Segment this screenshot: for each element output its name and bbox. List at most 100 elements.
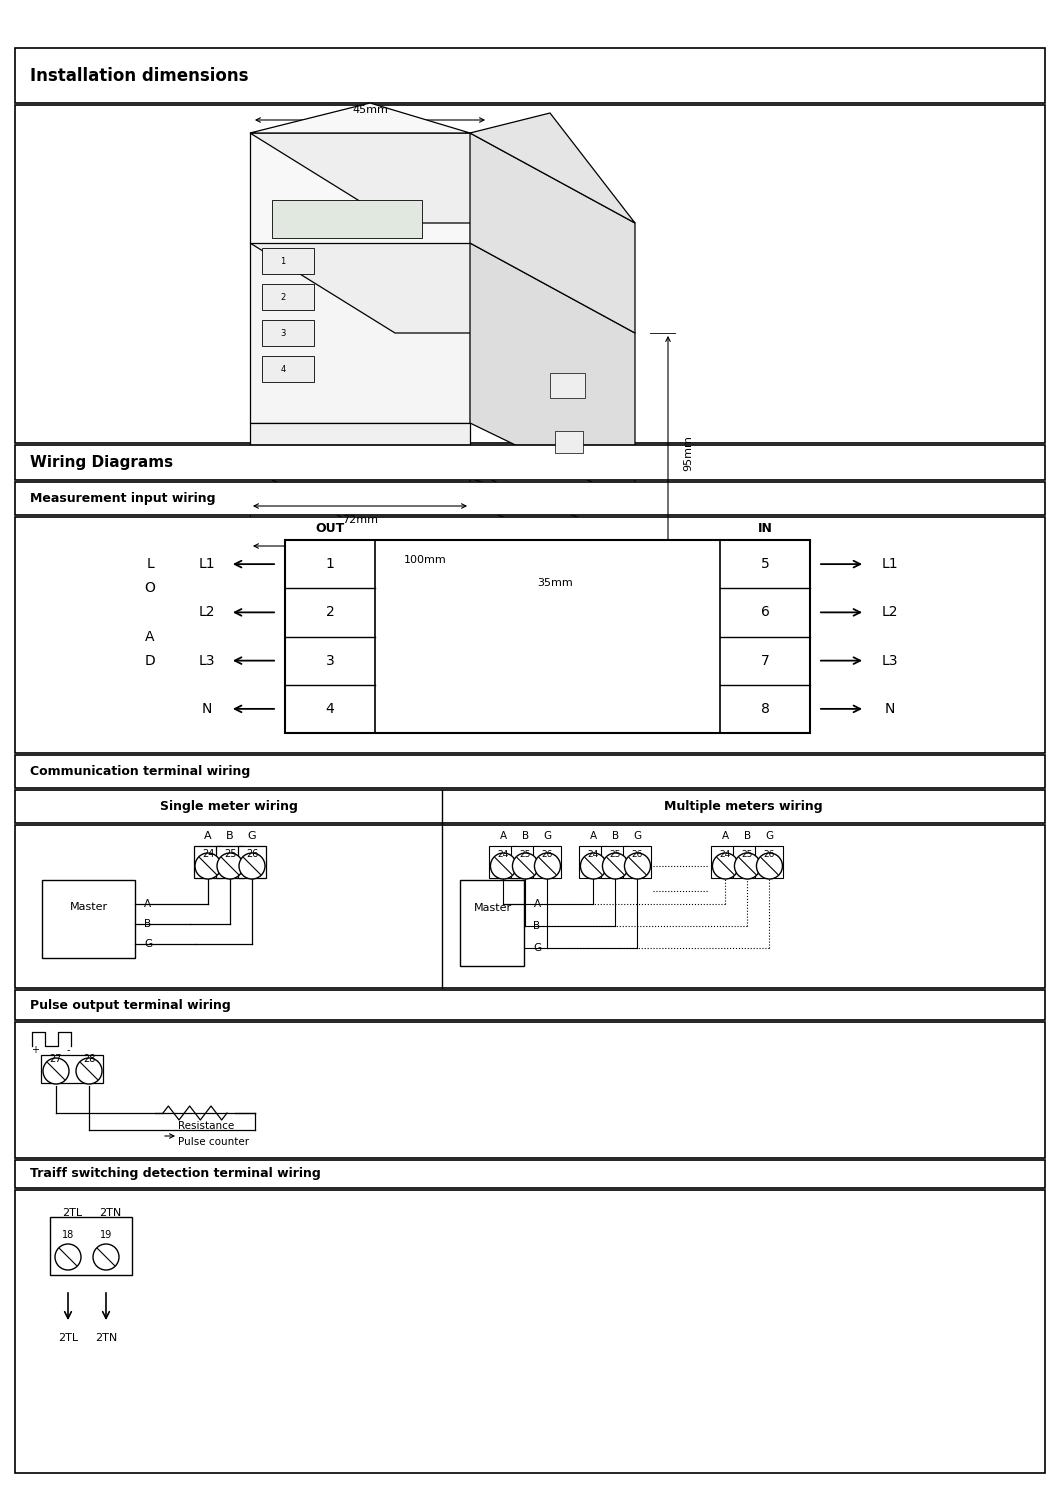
Text: 19: 19 [100, 1231, 112, 1240]
Bar [15, 445, 1045, 481]
Text: 24: 24 [498, 850, 509, 859]
Bar [734, 847, 761, 878]
Text: O: O [144, 582, 156, 595]
Text: 2: 2 [325, 606, 334, 619]
Polygon shape [250, 132, 635, 223]
Text: L3: L3 [199, 653, 215, 668]
Bar [15, 754, 1045, 789]
Text: A: A [144, 899, 152, 909]
Text: 25: 25 [610, 850, 621, 859]
Bar [15, 1022, 1045, 1158]
Text: Traiff switching detection terminal wiring: Traiff switching detection terminal wiri… [30, 1168, 321, 1180]
Text: 24: 24 [720, 850, 731, 859]
Text: 5: 5 [761, 557, 770, 571]
Text: Resistance: Resistance [178, 1120, 234, 1131]
Text: 2TN: 2TN [95, 1333, 117, 1344]
Circle shape [43, 1058, 69, 1083]
Text: L1: L1 [198, 557, 215, 571]
Bar [262, 356, 314, 382]
Circle shape [238, 853, 265, 879]
Circle shape [512, 853, 538, 879]
Text: B: B [226, 830, 234, 841]
Bar [194, 847, 222, 878]
Text: 72mm: 72mm [342, 515, 378, 525]
Text: 2TL: 2TL [61, 1208, 82, 1219]
Text: N: N [885, 702, 896, 716]
Text: 28: 28 [83, 1054, 95, 1064]
Bar [580, 847, 607, 878]
Text: 18: 18 [61, 1231, 74, 1240]
Polygon shape [250, 103, 470, 132]
Polygon shape [250, 469, 600, 539]
Text: A: A [205, 830, 212, 841]
Text: Pulse counter: Pulse counter [178, 1137, 249, 1147]
Text: L3: L3 [882, 653, 898, 668]
Text: Master: Master [474, 903, 512, 914]
Bar [272, 199, 422, 238]
Circle shape [55, 1244, 81, 1269]
Polygon shape [250, 243, 470, 423]
Text: G: G [144, 939, 153, 949]
Text: OUT: OUT [316, 521, 344, 534]
Bar [512, 847, 540, 878]
Text: N: N [201, 702, 212, 716]
Circle shape [757, 853, 782, 879]
Text: Wiring Diagrams: Wiring Diagrams [30, 455, 173, 470]
Text: 2TN: 2TN [99, 1208, 121, 1219]
Bar [216, 847, 244, 878]
Bar [550, 373, 585, 397]
Text: 45mm: 45mm [352, 106, 388, 115]
Bar [15, 516, 1045, 753]
Text: -: - [67, 1045, 70, 1055]
Circle shape [581, 853, 606, 879]
Text: G: G [248, 830, 257, 841]
Text: Multiple meters wiring: Multiple meters wiring [665, 801, 823, 812]
Text: A: A [722, 830, 729, 841]
Text: D: D [144, 653, 156, 668]
Text: 3: 3 [280, 329, 286, 338]
Bar [50, 1217, 132, 1275]
Bar [15, 824, 1045, 988]
Text: B: B [612, 830, 619, 841]
Text: 26: 26 [764, 850, 775, 859]
Text: IN: IN [758, 521, 773, 534]
Bar [533, 847, 562, 878]
Text: 2TL: 2TL [58, 1333, 78, 1344]
Circle shape [93, 1244, 119, 1269]
Text: 24: 24 [588, 850, 599, 859]
Circle shape [712, 853, 739, 879]
Bar [15, 106, 1045, 443]
Bar [15, 1190, 1045, 1473]
Circle shape [735, 853, 760, 879]
Circle shape [217, 853, 243, 879]
Text: 95mm: 95mm [683, 434, 693, 470]
Polygon shape [470, 478, 635, 573]
Bar [460, 879, 525, 966]
Text: 26: 26 [246, 850, 259, 859]
Polygon shape [250, 132, 470, 243]
Circle shape [195, 853, 220, 879]
Text: Pulse output terminal wiring: Pulse output terminal wiring [30, 998, 231, 1012]
Bar [238, 847, 266, 878]
Bar [490, 847, 517, 878]
Text: A: A [589, 830, 597, 841]
Text: 6: 6 [761, 606, 770, 619]
Bar [15, 1161, 1045, 1187]
Polygon shape [470, 113, 635, 223]
Bar [711, 847, 740, 878]
Text: +: + [31, 1045, 39, 1055]
Circle shape [491, 853, 516, 879]
Polygon shape [250, 423, 470, 469]
Bar [15, 48, 1045, 103]
Text: 26: 26 [542, 850, 553, 859]
Text: 25: 25 [742, 850, 754, 859]
Bar [601, 847, 630, 878]
Text: 25: 25 [519, 850, 531, 859]
Text: 25: 25 [224, 850, 236, 859]
Bar [262, 248, 314, 274]
Bar [15, 790, 1045, 823]
Text: A: A [533, 899, 541, 909]
Text: L: L [146, 557, 154, 571]
Text: G: G [544, 830, 551, 841]
Bar [42, 879, 135, 958]
